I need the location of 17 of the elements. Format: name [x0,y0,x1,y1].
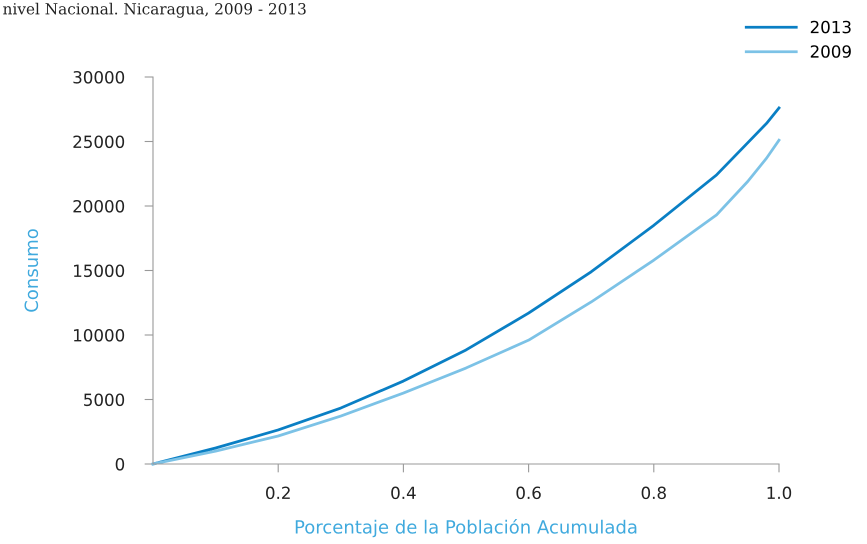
x-tick-label: 0.2 [266,486,290,500]
legend-label: 2009 [810,45,851,58]
x-tick-label: 1.0 [768,486,792,500]
y-tick-label: 0 [116,458,124,471]
y-axis-title: Consumo [24,229,38,312]
x-tick-label: 0.8 [642,486,666,500]
x-tick-label: 0.4 [391,486,416,500]
y-tick-label: 15000 [74,264,124,278]
y-tick-label: 10000 [74,328,124,342]
y-tick-label: 5000 [84,393,124,406]
y-tick-label: 25000 [73,135,124,148]
x-tick-label: 0.6 [516,486,541,500]
legend-label: 2013 [810,20,851,34]
y-tick-label: 30000 [73,70,124,84]
x-axis-title: Porcentaje de la Población Acumulada [296,519,636,538]
chart-title: nivel Nacional. Nicaragua, 2009 - 2013 [3,2,306,18]
y-tick-label: 20000 [73,200,124,213]
